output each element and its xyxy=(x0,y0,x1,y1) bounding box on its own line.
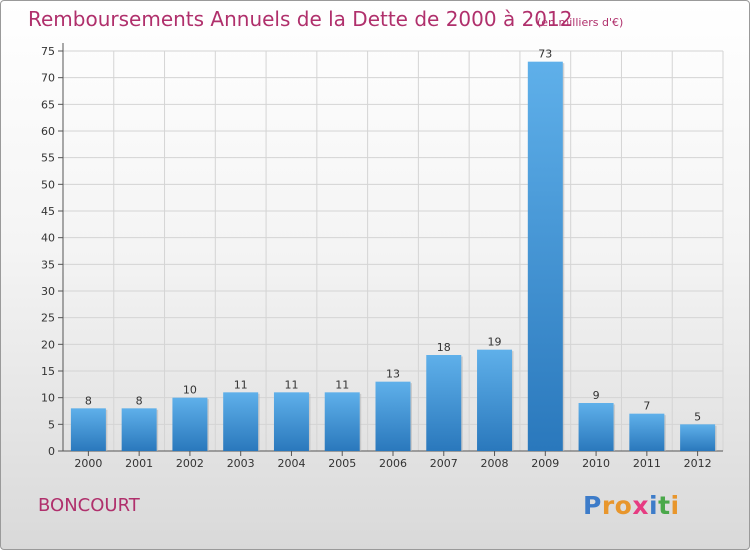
data-label: 11 xyxy=(234,378,248,391)
y-tick-label: 45 xyxy=(41,205,55,218)
y-tick-label: 25 xyxy=(41,312,55,325)
y-tick-label: 10 xyxy=(41,392,55,405)
chart-unit: (en milliers d'€) xyxy=(537,16,624,29)
x-tick-label: 2008 xyxy=(481,457,509,470)
logo-letter: P xyxy=(583,491,602,520)
commune-name: BONCOURT xyxy=(38,495,140,516)
x-tick-label: 2001 xyxy=(125,457,153,470)
y-tick-label: 55 xyxy=(41,152,55,165)
y-tick-label: 5 xyxy=(48,418,55,431)
data-labels: 8 8 10 11 11 11 13 18 19 73 9 7 5 xyxy=(85,48,701,424)
x-tick-label: 2004 xyxy=(277,457,305,470)
x-tick-label: 2010 xyxy=(582,457,610,470)
logo-letter: t xyxy=(658,491,671,520)
data-label: 10 xyxy=(183,384,197,397)
data-label: 11 xyxy=(284,378,298,391)
x-tick-label: 2000 xyxy=(74,457,102,470)
bar xyxy=(426,355,462,451)
y-tick-label: 40 xyxy=(41,232,55,245)
bar xyxy=(223,392,259,451)
data-label: 18 xyxy=(437,341,451,354)
bar xyxy=(273,392,309,451)
x-tick-label: 2011 xyxy=(633,457,661,470)
data-label: 19 xyxy=(488,336,502,349)
y-tick-label: 0 xyxy=(48,445,55,458)
bar xyxy=(172,397,208,451)
bar xyxy=(680,424,716,451)
bar xyxy=(324,392,360,451)
y-tick-label: 30 xyxy=(41,285,55,298)
x-tick-label: 2007 xyxy=(430,457,458,470)
y-tick-label: 50 xyxy=(41,178,55,191)
data-label: 8 xyxy=(85,394,92,407)
bar xyxy=(527,61,563,452)
bar xyxy=(477,349,513,451)
data-label: 7 xyxy=(643,400,650,413)
x-tick-label: 2009 xyxy=(531,457,559,470)
bar xyxy=(578,403,614,451)
logo-letter: x xyxy=(632,491,649,520)
chart-title: Remboursements Annuels de la Dette de 20… xyxy=(28,7,573,31)
y-tick-label: 15 xyxy=(41,365,55,378)
x-tick-label: 2006 xyxy=(379,457,407,470)
data-label: 11 xyxy=(335,378,349,391)
x-tick-label: 2005 xyxy=(328,457,356,470)
logo-letter: i xyxy=(649,491,659,520)
proxiti-logo: Proxiti xyxy=(583,491,680,520)
y-tick-label: 75 xyxy=(41,45,55,58)
y-tick-label: 60 xyxy=(41,125,55,138)
data-label: 13 xyxy=(386,368,400,381)
y-tick-label: 70 xyxy=(41,72,55,85)
bars xyxy=(70,61,717,452)
data-label: 73 xyxy=(538,48,552,61)
logo-letter: i xyxy=(670,491,680,520)
y-tick-label: 20 xyxy=(41,338,55,351)
y-tick-label: 35 xyxy=(41,258,55,271)
data-label: 5 xyxy=(694,410,701,423)
data-label: 9 xyxy=(593,389,600,402)
x-tick-label: 2012 xyxy=(684,457,712,470)
x-tick-label: 2002 xyxy=(176,457,204,470)
logo-letter: o xyxy=(614,491,633,520)
y-tick-label: 65 xyxy=(41,98,55,111)
data-label: 8 xyxy=(136,394,143,407)
bar xyxy=(629,413,665,451)
bar xyxy=(121,408,157,451)
bar xyxy=(375,381,411,451)
bar xyxy=(70,408,106,451)
logo-letter: r xyxy=(601,491,615,520)
x-tick-label: 2003 xyxy=(227,457,255,470)
